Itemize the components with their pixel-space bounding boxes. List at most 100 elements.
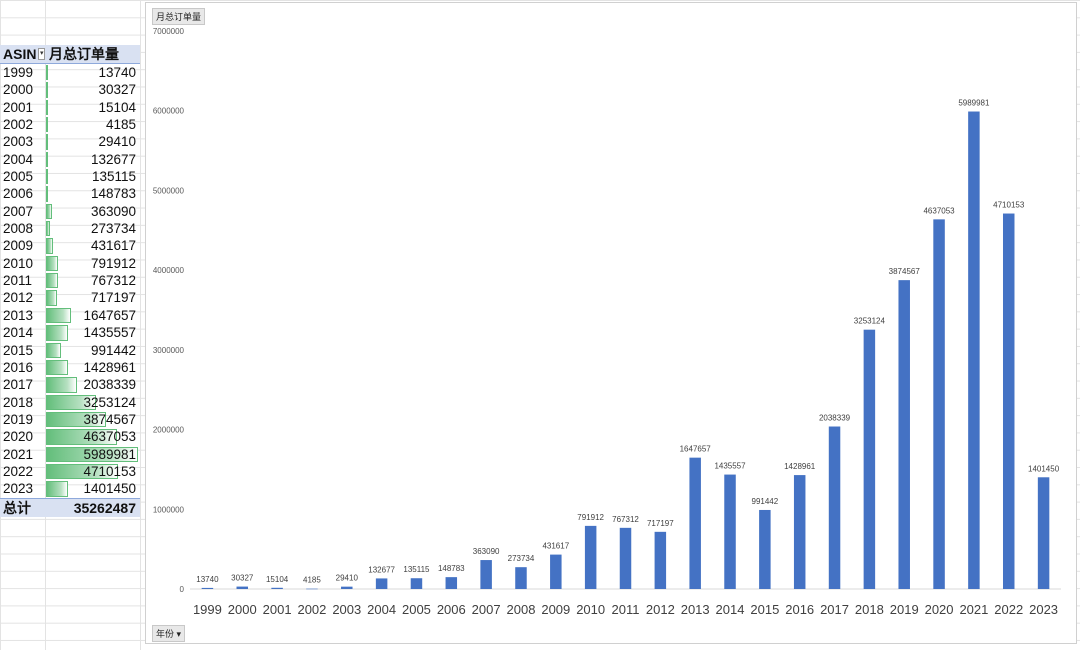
pivot-row-value[interactable]: 363090: [45, 203, 140, 220]
data-bar: [46, 255, 59, 272]
x-tick-label: 2020: [925, 602, 954, 617]
pivot-row: 2021 5989981: [0, 446, 140, 463]
pivot-row-value[interactable]: 1401450: [45, 480, 140, 497]
pivot-row-value[interactable]: 1647657: [45, 307, 140, 324]
pivot-row-year[interactable]: 2006: [3, 186, 34, 202]
total-value[interactable]: 35262487: [73, 499, 136, 516]
pivot-row-year[interactable]: 2020: [3, 429, 34, 445]
data-bar: [46, 221, 51, 237]
x-tick-label: 2017: [820, 602, 849, 617]
x-tick-label: 2000: [228, 602, 257, 617]
pivot-row: 2022 4710153: [0, 463, 140, 480]
pivot-row-year[interactable]: 2002: [3, 117, 34, 133]
pivot-row-value[interactable]: 132677: [45, 151, 140, 168]
axis-field-button[interactable]: 年份 ▾: [152, 625, 186, 642]
bar: [619, 527, 632, 589]
data-bar: [46, 117, 48, 133]
pivot-row-value[interactable]: 135115: [45, 168, 140, 185]
data-label: 15104: [266, 575, 289, 584]
total-label[interactable]: 总计: [3, 499, 31, 516]
pivot-row-value-text: 2038339: [83, 377, 136, 393]
pivot-row-value[interactable]: 13740: [45, 64, 140, 81]
pivot-row-value[interactable]: 1428961: [45, 359, 140, 376]
pivot-row-value[interactable]: 4185: [45, 116, 140, 133]
pivot-row-value[interactable]: 273734: [45, 220, 140, 237]
pivot-row-value-text: 148783: [90, 186, 136, 202]
pivot-row-value[interactable]: 3874567: [45, 411, 140, 428]
pivot-row-year[interactable]: 2018: [3, 394, 34, 410]
bar: [793, 475, 806, 589]
pivot-row-year[interactable]: 2003: [3, 134, 34, 150]
pivot-row-year[interactable]: 2010: [3, 255, 34, 271]
pivot-row-value[interactable]: 791912: [45, 255, 140, 272]
data-bar: [46, 203, 52, 220]
pivot-row: 1999 13740: [0, 64, 140, 81]
pivot-row-value[interactable]: 15104: [45, 99, 140, 116]
pivot-row-year[interactable]: 2011: [3, 273, 33, 289]
pivot-row-value-text: 5989981: [83, 446, 136, 462]
data-bar: [46, 429, 118, 445]
pivot-row-year[interactable]: 2005: [3, 169, 34, 185]
pivot-row-value[interactable]: 2038339: [45, 376, 140, 393]
pivot-row-year[interactable]: 2019: [3, 411, 34, 427]
pivot-row-year[interactable]: 2015: [3, 342, 34, 358]
data-bar: [46, 82, 48, 98]
pivot-row: 2016 1428961: [0, 359, 140, 376]
pivot-row-value[interactable]: 991442: [45, 342, 140, 359]
pivot-row-year[interactable]: 1999: [3, 65, 34, 80]
pivot-row-year[interactable]: 2014: [3, 325, 34, 341]
pivot-row-value[interactable]: 717197: [45, 289, 140, 306]
pivot-row-value[interactable]: 5989981: [45, 446, 140, 463]
pivot-row: 2004 132677: [0, 151, 140, 168]
pivot-row-year[interactable]: 2009: [3, 238, 34, 254]
pivot-row-year[interactable]: 2008: [3, 221, 34, 237]
bar: [689, 457, 701, 589]
pivot-row: 2003 29410: [0, 133, 140, 150]
data-bar: [46, 169, 49, 185]
data-bar: [46, 411, 106, 428]
pivot-chart[interactable]: 月总订单量 年份 ▾ 0 1000000 2000000 3000000 4000000…: [145, 2, 1077, 644]
pivot-row-year[interactable]: 2022: [3, 463, 34, 479]
data-bar: [46, 273, 58, 289]
pivot-row-value[interactable]: 1435557: [45, 324, 140, 341]
pivot-row-value-text: 1428961: [83, 359, 136, 375]
pivot-row-value[interactable]: 4710153: [45, 463, 140, 480]
value-header[interactable]: 月总订单量: [49, 46, 119, 62]
x-tick-label: 2010: [576, 602, 605, 617]
pivot-row: 2019 3874567: [0, 411, 140, 428]
pivot-rows: 1999 13740 2000 30327 2001 15104 2002 4185 2003 2…: [0, 64, 140, 498]
row-labels-header[interactable]: ASIN ▾: [0, 45, 45, 63]
dropdown-arrow-icon: ▾: [176, 629, 182, 639]
pivot-row-year[interactable]: 2021: [3, 446, 34, 462]
pivot-row-value[interactable]: 767312: [45, 272, 140, 289]
pivot-row-value[interactable]: 431617: [45, 237, 140, 254]
pivot-row-value[interactable]: 30327: [45, 81, 140, 98]
pivot-row-value[interactable]: 4637053: [45, 428, 140, 445]
pivot-row-value[interactable]: 29410: [45, 133, 140, 150]
filter-dropdown-icon[interactable]: ▾: [38, 48, 45, 60]
data-label: 1647657: [680, 445, 712, 454]
pivot-row-year[interactable]: 2017: [3, 377, 34, 393]
data-label: 767312: [612, 515, 639, 524]
value-field-button[interactable]: 月总订单量: [152, 8, 206, 25]
bar: [584, 525, 597, 589]
pivot-row-year[interactable]: 2004: [3, 151, 34, 167]
pivot-row-value-text: 1647657: [83, 307, 136, 323]
pivot-row-year[interactable]: 2023: [3, 481, 34, 497]
pivot-row: 2001 15104: [0, 99, 140, 116]
pivot-row-year[interactable]: 2000: [3, 82, 34, 98]
data-label: 132677: [368, 565, 395, 574]
pivot-row-year[interactable]: 2007: [3, 203, 34, 219]
y-tick-label: 0: [180, 585, 185, 594]
pivot-row-year[interactable]: 2012: [3, 290, 34, 306]
pivot-row-year[interactable]: 2001: [3, 99, 34, 115]
data-bar: [46, 359, 68, 376]
data-bar: [46, 151, 49, 168]
bar: [271, 587, 283, 589]
pivot-row-year[interactable]: 2013: [3, 307, 34, 323]
pivot-row-value[interactable]: 3253124: [45, 394, 140, 411]
pivot-row: 2007 363090: [0, 203, 140, 220]
pivot-row-value[interactable]: 148783: [45, 185, 140, 202]
y-tick-label: 1000000: [153, 505, 185, 514]
pivot-row-year[interactable]: 2016: [3, 359, 34, 375]
